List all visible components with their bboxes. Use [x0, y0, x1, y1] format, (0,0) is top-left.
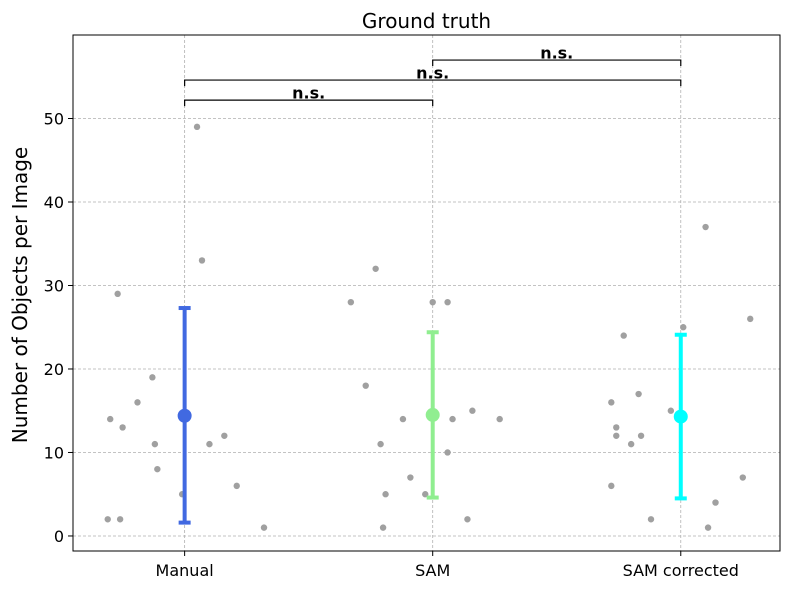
data-point	[134, 399, 141, 406]
data-point	[739, 474, 746, 481]
data-point	[198, 257, 206, 264]
data-point	[449, 415, 456, 423]
data-point	[154, 465, 161, 473]
data-point	[107, 415, 114, 423]
data-point	[382, 491, 389, 498]
data-point	[206, 440, 213, 448]
data-point	[444, 298, 451, 306]
y-axis-label: Number of Objects per Image	[8, 147, 32, 443]
x-tick-label: Manual	[156, 561, 214, 580]
data-point	[362, 382, 369, 389]
data-point	[496, 415, 503, 423]
data-point	[608, 482, 615, 490]
data-point	[704, 524, 712, 531]
data-point	[399, 415, 407, 423]
significance-label: n.s.	[416, 64, 449, 83]
plot-frame	[72, 34, 781, 552]
y-tick-label: 0	[54, 527, 64, 546]
significance-bracket	[432, 59, 682, 67]
data-point	[379, 524, 387, 531]
data-point	[221, 432, 228, 439]
data-point	[637, 432, 645, 439]
data-point	[469, 407, 476, 414]
data-points	[104, 123, 754, 531]
data-point	[608, 399, 615, 406]
data-point	[151, 440, 159, 448]
data-point	[116, 516, 124, 523]
data-point	[627, 440, 635, 448]
x-tick-label: SAM	[415, 561, 450, 580]
significance-label: n.s.	[540, 44, 573, 63]
grid-lines	[73, 35, 780, 551]
significance-bracket	[184, 99, 434, 107]
data-point	[407, 474, 414, 481]
data-point	[372, 265, 379, 272]
data-point	[712, 499, 719, 506]
data-point	[702, 223, 709, 231]
y-tick-label: 20	[44, 360, 64, 379]
mean-marker	[425, 407, 440, 422]
data-point	[620, 332, 627, 339]
data-point	[667, 407, 675, 414]
y-tick-label: 10	[44, 443, 64, 462]
data-point	[193, 123, 201, 131]
data-point	[613, 432, 620, 439]
y-tick-label: 30	[44, 276, 64, 295]
chart-title: Ground truth	[362, 9, 491, 33]
y-tick-label: 50	[44, 109, 64, 128]
data-point	[260, 524, 268, 531]
mean-marker	[673, 409, 688, 424]
data-point	[444, 449, 451, 456]
data-point	[114, 290, 121, 298]
mean-marker	[177, 408, 192, 423]
data-point	[233, 482, 240, 490]
data-point	[377, 440, 384, 448]
y-tick-label: 40	[44, 193, 64, 212]
axes: 0 10 20 30 40 50 Manual SAM SAM corrected	[44, 34, 781, 580]
mean-error-bars	[177, 306, 688, 525]
data-point	[104, 516, 111, 523]
data-point	[119, 424, 126, 431]
data-point	[347, 298, 355, 306]
data-point	[747, 315, 754, 323]
data-point	[149, 374, 156, 381]
data-point	[613, 424, 620, 431]
data-point	[464, 516, 471, 523]
data-point	[647, 516, 655, 523]
data-point	[680, 324, 687, 331]
significance-label: n.s.	[292, 84, 325, 103]
significance-bracket	[184, 79, 682, 87]
x-tick-label: SAM corrected	[623, 561, 739, 580]
data-point	[429, 298, 436, 306]
significance-brackets: n.s. n.s. n.s.	[184, 44, 682, 107]
data-point	[635, 390, 642, 398]
